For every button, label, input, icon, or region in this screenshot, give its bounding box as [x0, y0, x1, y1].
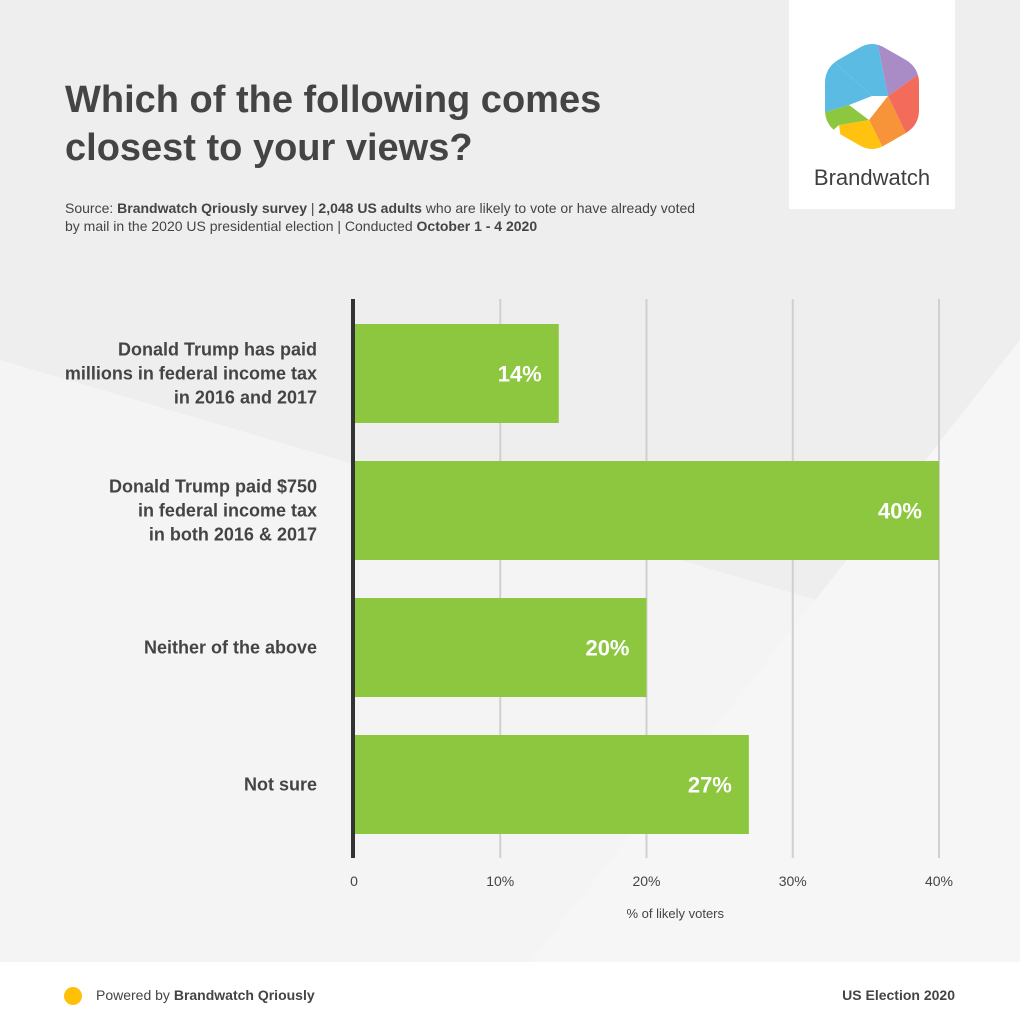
source-sep: |	[306, 200, 319, 216]
brand-logo-card: Brandwatch	[789, 0, 955, 209]
x-tick-label: 10%	[486, 873, 514, 889]
x-tick-label: 20%	[632, 873, 660, 889]
source-prefix: Source:	[65, 200, 118, 216]
footer-dot-icon	[64, 987, 82, 1005]
x-axis-title: % of likely voters	[626, 906, 724, 921]
footer: Powered by Brandwatch Qriously US Electi…	[0, 962, 1020, 1029]
bar-value-label: 40%	[878, 499, 922, 524]
category-label: Not sure	[244, 775, 317, 795]
bar-value-label: 27%	[688, 773, 732, 798]
powered-prefix: Powered by	[96, 987, 174, 1003]
source-middle: who are likely to vote or have already v…	[65, 200, 696, 234]
bars: 14% 40% 20% 27%	[354, 324, 939, 834]
bar	[354, 324, 559, 423]
logo-slice-5	[839, 120, 889, 149]
source-survey: Brandwatch Qriously survey	[117, 200, 307, 216]
source-dates: October 1 - 4 2020	[416, 218, 538, 234]
category-label: Neither of the above	[144, 638, 317, 658]
bar	[354, 598, 647, 697]
chart-title: Which of the following comes closest to …	[65, 76, 601, 172]
logo-slice-3	[888, 60, 919, 140]
bar	[354, 735, 749, 834]
bar-chart: 14% 40% 20% 27% Donald Trump has paid millio…	[65, 299, 953, 921]
source-note: Source: Brandwatch Qriously survey | 2,0…	[65, 199, 705, 235]
bar-value-label: 20%	[585, 636, 629, 661]
footer-election-label: US Election 2020	[842, 987, 955, 1003]
logo-slice-1	[825, 44, 872, 120]
brand-name: Brandwatch	[813, 165, 931, 190]
x-tick-label: 0	[350, 873, 358, 889]
x-tick-label: 30%	[779, 873, 807, 889]
category-labels: Donald Trump has paid millions in federal…	[65, 340, 317, 795]
powered-by: Powered by Brandwatch Qriously	[96, 987, 315, 1003]
source-sample: 2,048 US adults	[318, 200, 422, 216]
bar	[354, 461, 939, 560]
powered-brand: Brandwatch Qriously	[173, 987, 315, 1003]
title-line-2: closest to your views?	[65, 127, 473, 169]
category-label: Donald Trump has paid millions in federal…	[65, 340, 317, 408]
x-tick-label: 40%	[925, 873, 953, 889]
logo-slice-6	[825, 105, 869, 149]
logo-slice-0	[825, 44, 888, 96]
brandwatch-hexagon-icon	[825, 44, 919, 149]
x-tick-labels: 0 10% 20% 30% 40%	[350, 873, 953, 889]
title-line-1: Which of the following comes	[65, 79, 602, 121]
category-label: Donald Trump paid $750 in federal income …	[109, 477, 317, 545]
bar-value-label: 14%	[498, 362, 542, 387]
